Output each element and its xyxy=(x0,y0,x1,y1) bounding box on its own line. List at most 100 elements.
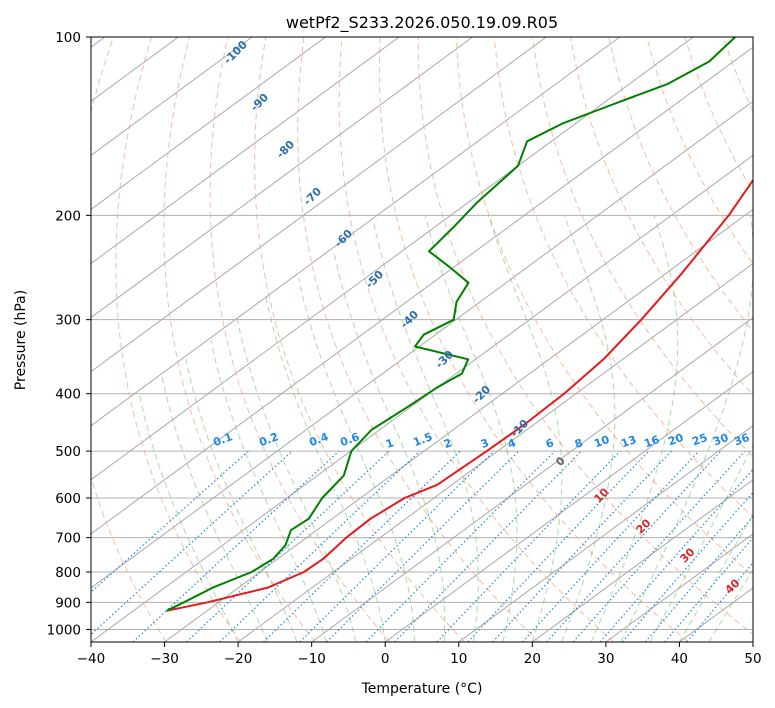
dry-adiabat-line xyxy=(722,37,753,113)
y-tick-label: 1000 xyxy=(47,622,81,638)
dry-adiabat-label: -90 xyxy=(248,91,271,114)
moist-adiabat-line xyxy=(210,340,327,642)
mixing-ratio-label: 10 xyxy=(592,433,611,451)
mixing-ratio-line xyxy=(299,450,495,642)
dry-adiabat-line xyxy=(378,37,689,642)
mixing-ratio-label: 3 xyxy=(479,436,491,451)
mixing-ratio-label: 8 xyxy=(573,436,585,451)
isotherm-line xyxy=(91,37,253,156)
dry-adiabat-line xyxy=(646,37,753,265)
moist-adiabat-line xyxy=(561,215,616,642)
mixing-ratio-label: 13 xyxy=(619,433,638,450)
x-tick-label: −30 xyxy=(150,651,179,667)
x-axis-label: Temperature (°C) xyxy=(361,681,483,697)
x-tick-label: 40 xyxy=(671,651,688,667)
moist-adiabat-label: 40 xyxy=(723,576,743,596)
isotherm-line xyxy=(91,46,753,535)
dry-adiabat-label: -80 xyxy=(274,138,297,161)
dry-adiabat-line xyxy=(532,37,753,458)
moist-adiabat-label: 30 xyxy=(678,545,698,565)
moist-adiabat-line xyxy=(185,359,298,642)
dry-adiabat-line xyxy=(338,37,615,642)
x-tick-label: 10 xyxy=(450,651,467,667)
moist-adiabat-line xyxy=(620,215,753,642)
isotherm-line xyxy=(384,371,753,642)
dry-adiabat-label: -40 xyxy=(398,308,421,331)
y-axis-label: Pressure (hPa) xyxy=(13,290,29,390)
moist-adiabat-line xyxy=(649,443,753,642)
mixing-ratio-label: 30 xyxy=(711,431,730,449)
mixing-ratio-line xyxy=(365,450,556,642)
isotherm-line xyxy=(91,100,753,589)
background-lines xyxy=(91,37,775,642)
moist-adiabat-line xyxy=(708,568,753,642)
moist-adiabat-line xyxy=(298,277,416,642)
dry-adiabat-line xyxy=(254,37,465,642)
moist-adiabat-line xyxy=(424,215,518,642)
dry-adiabat-line xyxy=(761,37,775,642)
x-axis: −40 −30 −20 −10 0 10 20 30 40 50 xyxy=(77,642,762,667)
moist-adiabat-line xyxy=(373,221,479,642)
dry-adiabat-line xyxy=(163,37,316,642)
moist-adiabat-label: 20 xyxy=(634,516,654,536)
isotherm-line xyxy=(237,262,753,642)
isotherm-line xyxy=(752,641,753,642)
mixing-ratio-label: 1 xyxy=(384,436,396,451)
moist-adiabat-line xyxy=(678,513,753,642)
x-tick-label: −40 xyxy=(77,651,106,667)
isotherm-line xyxy=(458,425,753,642)
y-tick-label: 300 xyxy=(55,313,81,329)
x-tick-label: 0 xyxy=(381,651,390,667)
y-axis: 100 200 300 400 500 600 700 800 900 1000 xyxy=(47,30,91,638)
y-tick-label: 500 xyxy=(55,444,81,460)
series-layer xyxy=(166,37,753,612)
x-tick-label: 30 xyxy=(597,651,614,667)
mixing-ratio-line xyxy=(219,450,421,642)
dry-adiabat-label: -70 xyxy=(301,185,324,208)
mixing-ratio-label: 0.2 xyxy=(257,430,280,449)
mixing-ratio-label: 0.6 xyxy=(338,430,361,449)
y-tick-label: 900 xyxy=(55,595,81,611)
y-tick-label: 800 xyxy=(55,565,81,581)
mixing-ratio-label: 1.5 xyxy=(411,430,434,449)
mixing-ratio-line xyxy=(572,450,746,642)
dry-adiabat-line xyxy=(297,37,540,642)
isotherm-line xyxy=(532,479,753,642)
isotherm-line xyxy=(311,316,753,642)
x-tick-label: 20 xyxy=(524,651,541,667)
mixing-ratio-line xyxy=(599,468,753,642)
y-tick-label: 600 xyxy=(55,491,81,507)
mixing-ratio-line xyxy=(263,450,461,642)
mixing-ratio-line xyxy=(522,450,700,642)
isotherm-line xyxy=(164,208,753,642)
isotherm-line xyxy=(91,37,326,211)
isotherm-line xyxy=(91,37,473,319)
mixing-ratio-line xyxy=(91,450,249,593)
isotherm-line xyxy=(91,154,753,642)
mixing-ratio-label: 0.1 xyxy=(211,430,234,449)
dewpoint-profile-line xyxy=(166,37,736,612)
dry-adiabat-line xyxy=(91,37,167,642)
temperature-profile-line xyxy=(166,178,753,612)
mixing-ratio-label: 0.4 xyxy=(307,430,330,449)
mixing-ratio-label: 2 xyxy=(442,436,454,451)
moist-adiabat-line xyxy=(333,251,446,642)
mixing-ratio-label: 6 xyxy=(544,436,556,451)
mixing-ratio-label: 16 xyxy=(642,433,661,451)
x-tick-label: 50 xyxy=(744,651,761,667)
dry-adiabat-line xyxy=(455,37,753,577)
mixing-ratio-label: 36 xyxy=(732,431,751,449)
dry-adiabat-label: -100 xyxy=(221,38,250,67)
isotherm-line xyxy=(91,37,400,265)
isotherm-line xyxy=(605,533,753,642)
mixing-ratio-line xyxy=(91,450,293,636)
mixing-ratio-label: 20 xyxy=(666,431,685,449)
plot-frame xyxy=(90,36,754,643)
y-tick-label: 200 xyxy=(55,208,81,224)
mixing-ratio-line xyxy=(686,561,753,642)
mixing-ratio-label: 25 xyxy=(690,431,709,448)
y-tick-label: 400 xyxy=(55,387,81,403)
moist-adiabat-line xyxy=(265,297,386,642)
isotherm-line xyxy=(91,37,694,481)
